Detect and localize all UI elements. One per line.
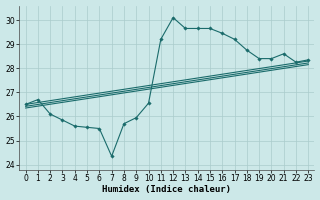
X-axis label: Humidex (Indice chaleur): Humidex (Indice chaleur) <box>102 185 231 194</box>
